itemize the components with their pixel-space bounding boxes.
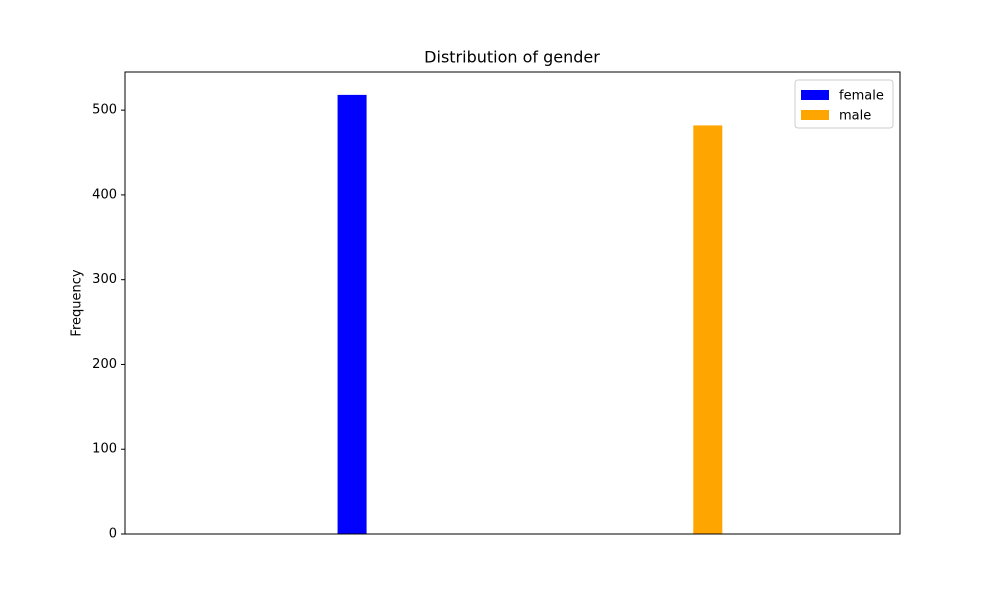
bar [337, 94, 367, 535]
y-axis-label: Frequency [70, 269, 85, 336]
legend-swatch [801, 90, 829, 100]
bar [693, 125, 723, 534]
legend-label: male [839, 109, 871, 124]
y-tick-label: 0 [109, 527, 117, 542]
legend-swatch [801, 110, 829, 120]
y-tick-label: 300 [92, 272, 117, 287]
y-tick-label: 500 [92, 103, 117, 118]
legend-label: female [839, 89, 884, 104]
y-tick-label: 200 [92, 357, 117, 372]
y-tick-label: 100 [92, 442, 117, 457]
plot-frame [124, 71, 901, 535]
y-tick-label: 400 [92, 187, 117, 202]
chart-title: Distribution of gender [424, 48, 600, 67]
